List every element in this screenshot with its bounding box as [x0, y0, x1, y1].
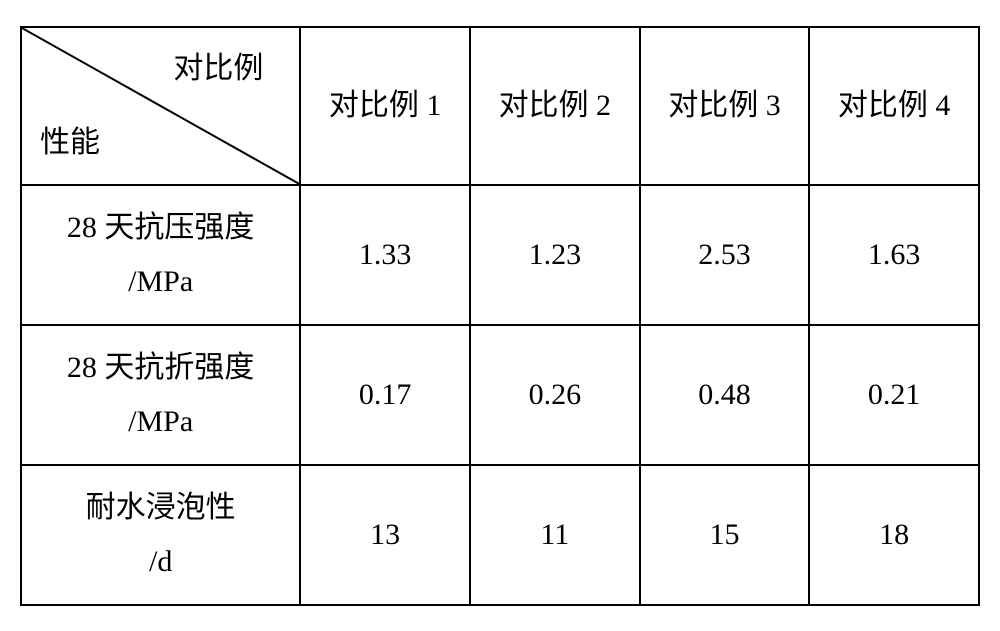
- table-header-row: 对比例 性能 对比例 1 对比例 2 对比例 3 对比例 4: [21, 27, 979, 185]
- row-label-line1: 28 天抗压强度: [67, 211, 255, 244]
- table-row: 28 天抗折强度 /MPa 0.17 0.26 0.48 0.21: [21, 325, 979, 465]
- column-header: 对比例 3: [640, 27, 810, 185]
- table-cell: 18: [809, 465, 979, 605]
- row-label-line2: /MPa: [128, 405, 193, 438]
- column-header: 对比例 4: [809, 27, 979, 185]
- table-row: 28 天抗压强度 /MPa 1.33 1.23 2.53 1.63: [21, 185, 979, 325]
- corner-bottom-label: 性能: [40, 116, 100, 170]
- column-header: 对比例 2: [470, 27, 640, 185]
- table-cell: 15: [640, 465, 810, 605]
- table-cell: 1.63: [809, 185, 979, 325]
- table-cell: 0.21: [809, 325, 979, 465]
- table-cell: 13: [300, 465, 470, 605]
- table-cell: 0.17: [300, 325, 470, 465]
- table-cell: 1.33: [300, 185, 470, 325]
- row-header: 28 天抗压强度 /MPa: [21, 185, 300, 325]
- row-header: 28 天抗折强度 /MPa: [21, 325, 300, 465]
- table-cell: 11: [470, 465, 640, 605]
- table-cell: 0.48: [640, 325, 810, 465]
- row-label-line2: /MPa: [128, 265, 193, 298]
- comparison-table: 对比例 性能 对比例 1 对比例 2 对比例 3 对比例 4 28 天抗压强度 …: [20, 26, 980, 606]
- corner-top-label: 对比例: [173, 42, 263, 96]
- row-header: 耐水浸泡性 /d: [21, 465, 300, 605]
- row-label-line1: 28 天抗折强度: [67, 351, 255, 384]
- row-label-line2: /d: [149, 545, 172, 578]
- column-header: 对比例 1: [300, 27, 470, 185]
- table-cell: 0.26: [470, 325, 640, 465]
- row-label-line1: 耐水浸泡性: [86, 491, 236, 524]
- table-row: 耐水浸泡性 /d 13 11 15 18: [21, 465, 979, 605]
- table-cell: 2.53: [640, 185, 810, 325]
- corner-header-cell: 对比例 性能: [21, 27, 300, 185]
- table-cell: 1.23: [470, 185, 640, 325]
